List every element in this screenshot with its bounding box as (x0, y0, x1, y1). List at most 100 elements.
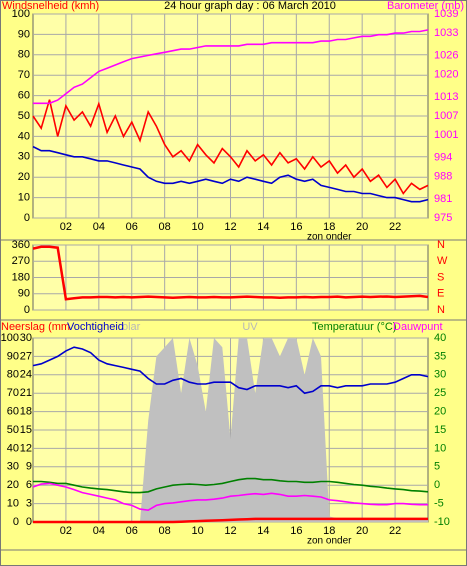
series-label: Neerslag (mm (1, 321, 70, 333)
line (32, 482, 428, 512)
chart-title: 24 hour graph day : 06 March 2010 (164, 0, 336, 12)
y2-tick-label: 0 (434, 479, 440, 491)
y2-tick-label: 40 (434, 332, 446, 344)
y-tick-label: 30 (18, 151, 30, 163)
y-tick-label: 100 (12, 8, 30, 20)
y-axis-label: Windsnelheid (kmh) (2, 0, 99, 12)
annotation: zon onder (307, 536, 352, 547)
x-tick-label: 12 (224, 525, 236, 537)
y2-tick-label: 20 (434, 406, 446, 418)
series-label: Temperatuur (°C) (312, 321, 396, 333)
y3-tick-label: 18 (20, 406, 32, 418)
x-tick-label: 02 (60, 221, 72, 233)
y-tick-label: 80 (18, 49, 30, 61)
y-tick-label: 30 (7, 461, 19, 473)
y2-tick-label: 35 (434, 350, 446, 362)
line (32, 346, 429, 395)
y-tick-label: 10 (18, 192, 30, 204)
y-tick-label: 90 (18, 28, 30, 40)
y-tick-label: 180 (12, 271, 30, 283)
y2-tick-label: E (437, 288, 444, 300)
y2-tick-label: 1007 (434, 110, 458, 122)
y-tick-label: 270 (12, 255, 30, 267)
y3-tick-label: 21 (20, 387, 32, 399)
x-tick-label: 04 (93, 221, 105, 233)
y2-tick-label: 30 (434, 369, 446, 381)
y-tick-label: 100 (1, 332, 19, 344)
y2-tick-label: 988 (434, 170, 452, 182)
y3-tick-label: 24 (20, 369, 32, 381)
x-tick-label: 14 (257, 221, 269, 233)
x-tick-label: 10 (191, 525, 203, 537)
y2-tick-label: S (437, 271, 444, 283)
y2-tick-label: 994 (434, 151, 452, 163)
y2-tick-label: -5 (434, 498, 444, 510)
y3-tick-label: 15 (20, 424, 32, 436)
y-tick-label: 0 (13, 516, 19, 528)
y3-tick-label: 9 (26, 461, 32, 473)
y3-tick-label: 12 (20, 442, 32, 454)
uv-label: UV (242, 321, 258, 333)
x-tick-label: 18 (323, 525, 335, 537)
y-tick-label: 0 (24, 212, 30, 224)
x-tick-label: 16 (290, 221, 302, 233)
line (32, 99, 429, 195)
x-tick-label: 02 (60, 525, 72, 537)
y2-tick-label: N (437, 304, 445, 316)
y-tick-label: 60 (18, 90, 30, 102)
line (32, 245, 429, 301)
y-tick-label: 40 (18, 130, 30, 142)
y2-tick-label: 1039 (434, 8, 458, 20)
y-tick-label: 20 (7, 479, 19, 491)
y3-tick-label: 0 (26, 516, 32, 528)
y2-tick-label: 1001 (434, 129, 458, 141)
series-label: Dauwpunt (393, 321, 443, 333)
y2-tick-label: W (437, 255, 448, 267)
x-tick-label: 18 (323, 221, 335, 233)
y-tick-label: 50 (7, 424, 19, 436)
y-tick-label: 90 (7, 350, 19, 362)
line (32, 145, 429, 203)
y-tick-label: 60 (7, 406, 19, 418)
series-label: olar (122, 321, 141, 333)
y-tick-label: 80 (7, 369, 19, 381)
y2-tick-label: N (437, 239, 445, 251)
x-tick-label: 22 (389, 525, 401, 537)
y2-tick-label: 15 (434, 424, 446, 436)
y3-tick-label: 3 (26, 498, 32, 510)
y2-tick-label: 1033 (434, 27, 458, 39)
x-tick-label: 06 (126, 525, 138, 537)
y3-tick-label: 27 (20, 350, 32, 362)
area (33, 338, 428, 522)
y2-tick-label: 1013 (434, 91, 458, 103)
y2-tick-label: 10 (434, 442, 446, 454)
x-tick-label: 10 (191, 221, 203, 233)
series-label: Vochtigheid (67, 321, 124, 333)
x-tick-label: 12 (224, 221, 236, 233)
line (33, 477, 429, 494)
y2-axis-label: Barometer (mb) (387, 0, 464, 12)
y-tick-label: 70 (18, 69, 30, 81)
x-tick-label: 16 (290, 525, 302, 537)
y-tick-label: 70 (7, 387, 19, 399)
x-tick-label: 22 (389, 221, 401, 233)
x-tick-label: 14 (257, 525, 269, 537)
x-tick-label: 06 (126, 221, 138, 233)
y-tick-label: 10 (7, 498, 19, 510)
y2-tick-label: -10 (434, 516, 450, 528)
x-tick-label: 08 (159, 525, 171, 537)
y3-tick-label: 6 (26, 479, 32, 491)
y2-tick-label: 981 (434, 193, 452, 205)
x-tick-label: 08 (159, 221, 171, 233)
y-tick-label: 360 (12, 239, 30, 251)
y-tick-label: 90 (18, 288, 30, 300)
line (33, 517, 428, 524)
y-tick-label: 20 (18, 171, 30, 183)
x-tick-label: 20 (356, 221, 368, 233)
line (33, 29, 429, 105)
y2-tick-label: 975 (434, 212, 452, 224)
y-tick-label: 0 (24, 304, 30, 316)
annotation: zon onder (307, 232, 352, 243)
